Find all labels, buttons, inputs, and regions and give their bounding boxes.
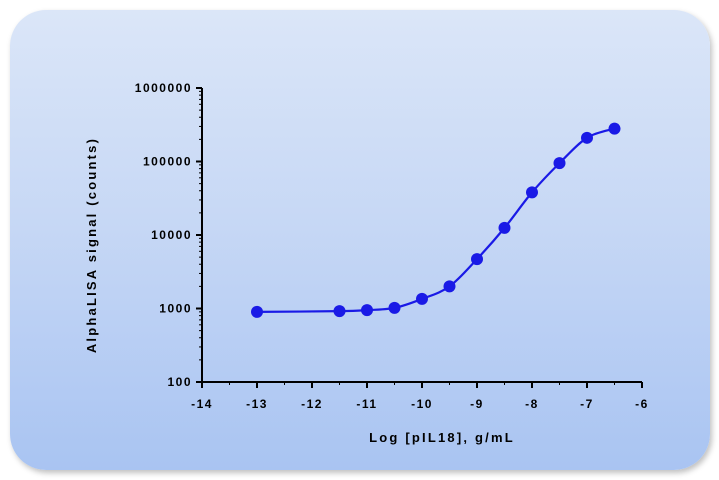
x-tick-label: -6 — [635, 397, 649, 411]
y-tick-label: 1000 — [159, 302, 192, 316]
fit-curve — [256, 127, 615, 313]
x-axis-title: Log [pIL18], g/mL — [369, 430, 515, 445]
data-point — [361, 304, 373, 317]
data-point — [553, 157, 566, 170]
x-tick-label: -14 — [191, 397, 213, 411]
x-tick-label: -7 — [580, 397, 594, 411]
chart-panel — [10, 10, 710, 470]
data-point — [388, 301, 401, 314]
y-tick-label: 10000 — [151, 228, 192, 242]
x-tick-label: -13 — [246, 397, 268, 411]
data-point — [416, 292, 428, 305]
data-point — [443, 280, 456, 293]
data-point — [471, 253, 483, 266]
x-tick-label: -11 — [356, 397, 377, 411]
x-tick-label: -8 — [525, 397, 539, 411]
x-tick-label: -9 — [470, 397, 484, 411]
data-points-layer — [251, 122, 621, 318]
axes: 100 1000 10000 100000 1000000 -14 -13 -12 -11 -10… — [135, 81, 649, 411]
x-tick-label: -12 — [301, 397, 323, 411]
fit-curve-layer — [256, 127, 615, 313]
y-tick-label: 100 — [167, 375, 192, 389]
data-point — [251, 305, 263, 318]
y-axis-title: AlphaLISA signal (counts) — [84, 137, 99, 353]
data-point — [608, 122, 621, 135]
data-point — [526, 186, 538, 199]
y-tick-label: 1000000 — [135, 81, 192, 95]
data-point — [581, 131, 593, 144]
data-point — [333, 305, 346, 318]
y-tick-label: 100000 — [143, 155, 192, 169]
x-tick-label: -10 — [411, 397, 433, 411]
data-point — [498, 221, 511, 234]
